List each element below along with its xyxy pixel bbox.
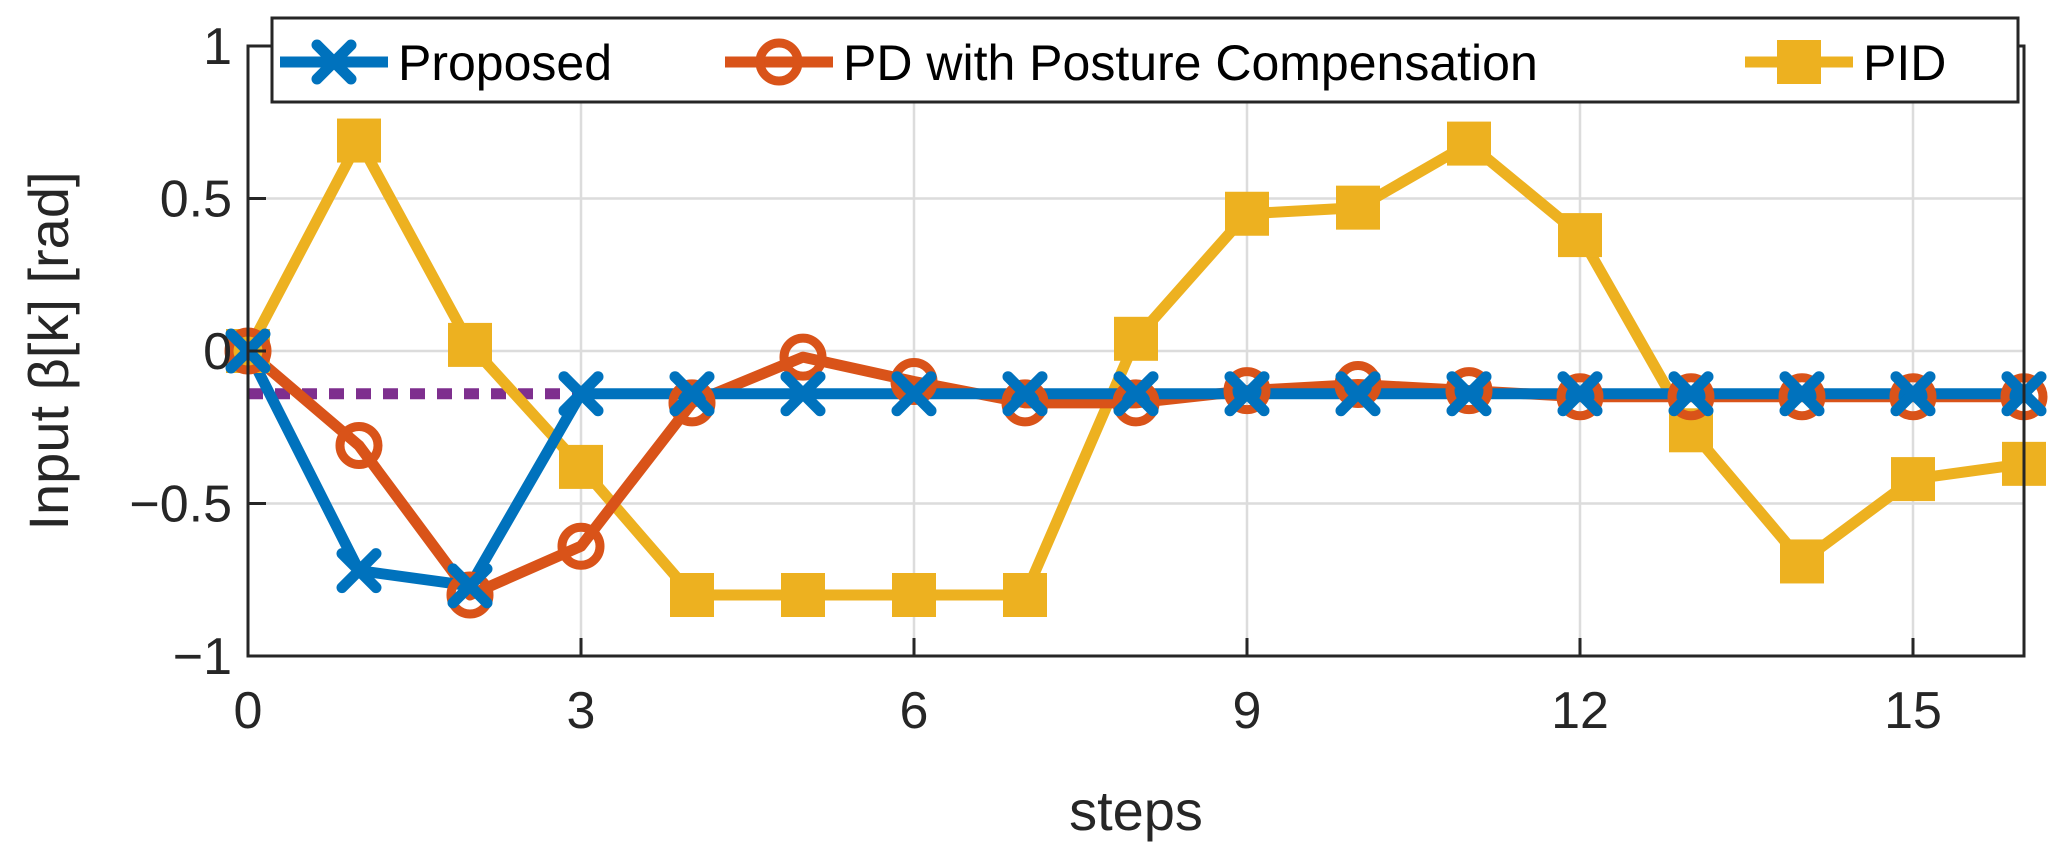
series-markers [224, 118, 2048, 619]
x-axis: 0 3 6 9 12 15 [234, 638, 1942, 740]
y-tick-label: −1 [173, 628, 232, 686]
data-point [1667, 373, 1715, 421]
data-point [1890, 371, 1936, 417]
data-point [1778, 373, 1826, 421]
legend-label: PD with Posture Compensation [843, 35, 1538, 91]
data-point [1447, 121, 1491, 166]
x-tick-label: 9 [1233, 682, 1262, 740]
data-point [448, 322, 492, 367]
data-point [446, 571, 494, 619]
data-point [1779, 371, 1825, 417]
data-point [558, 371, 604, 417]
data-point [1003, 573, 1047, 617]
x-tick-label: 0 [234, 682, 263, 740]
data-point [336, 548, 382, 594]
data-point [668, 379, 716, 427]
legend-swatch-marker [1777, 40, 1821, 84]
data-point [1445, 367, 1493, 415]
marker-stroke [1113, 371, 1159, 417]
data-point [1556, 373, 1604, 421]
marker-stroke [1779, 371, 1825, 417]
data-point [447, 563, 493, 609]
marker-stroke [447, 563, 493, 609]
x-tick-label: 15 [1884, 682, 1942, 740]
data-point [557, 522, 605, 570]
y-tick-label: −0.5 [129, 476, 232, 534]
marker-stroke [1446, 371, 1492, 417]
y-tick-label: 1 [203, 18, 232, 76]
marker-stroke [1335, 371, 1381, 417]
data-point [1336, 185, 1380, 230]
data-point [559, 444, 603, 489]
marker-stroke [891, 371, 937, 417]
data-point [1446, 371, 1492, 417]
marker-stroke [1557, 371, 1603, 417]
marker-stroke [336, 548, 382, 594]
y-axis-label: Input β[k] [rad] [17, 171, 80, 530]
data-point [1002, 371, 1048, 417]
data-point [1113, 371, 1159, 417]
marker-stroke [1002, 371, 1048, 417]
data-point [1114, 316, 1158, 361]
legend-label: PID [1863, 35, 1946, 91]
marker-stroke [311, 39, 357, 85]
data-point [1334, 361, 1382, 409]
marker-stroke [1668, 371, 1714, 417]
legend-swatch-marker [311, 39, 357, 85]
data-point [337, 118, 381, 163]
data-point [1225, 191, 1269, 236]
data-point [1112, 379, 1160, 427]
data-point [1335, 371, 1381, 417]
data-point [779, 333, 827, 381]
data-point [1557, 371, 1603, 417]
data-point [781, 573, 825, 617]
data-point [780, 371, 826, 417]
marker-stroke [669, 371, 715, 417]
legend-items: Proposed PD with Posture Compensation PID [280, 35, 1946, 91]
x-tick-label: 3 [567, 682, 596, 740]
x-axis-label: steps [1069, 779, 1203, 842]
data-point [1668, 371, 1714, 417]
x-tick-label: 12 [1551, 682, 1609, 740]
marker-stroke [780, 371, 826, 417]
legend-box [270, 16, 2020, 104]
marker-stroke [558, 371, 604, 417]
data-point [892, 573, 936, 617]
y-tick-label: 0 [203, 323, 232, 381]
x-tick-label: 6 [900, 682, 929, 740]
marker-stroke [1224, 371, 1270, 417]
data-point [669, 371, 715, 417]
legend-swatch-marker [755, 38, 803, 86]
data-point [1889, 373, 1937, 421]
data-point [1223, 367, 1271, 415]
data-point [1224, 371, 1270, 417]
y-axis: −1 −0.5 0 0.5 1 [129, 18, 266, 686]
data-point [891, 371, 937, 417]
legend: Proposed PD with Posture Compensation PID [270, 16, 2020, 104]
data-point [1558, 213, 1602, 258]
data-point [1891, 457, 1935, 502]
data-point [335, 422, 383, 470]
data-point [670, 573, 714, 617]
data-point [1780, 539, 1824, 584]
legend-label: Proposed [398, 35, 612, 91]
marker-stroke [1890, 371, 1936, 417]
data-point [1001, 379, 1049, 427]
y-tick-label: 0.5 [160, 171, 232, 229]
